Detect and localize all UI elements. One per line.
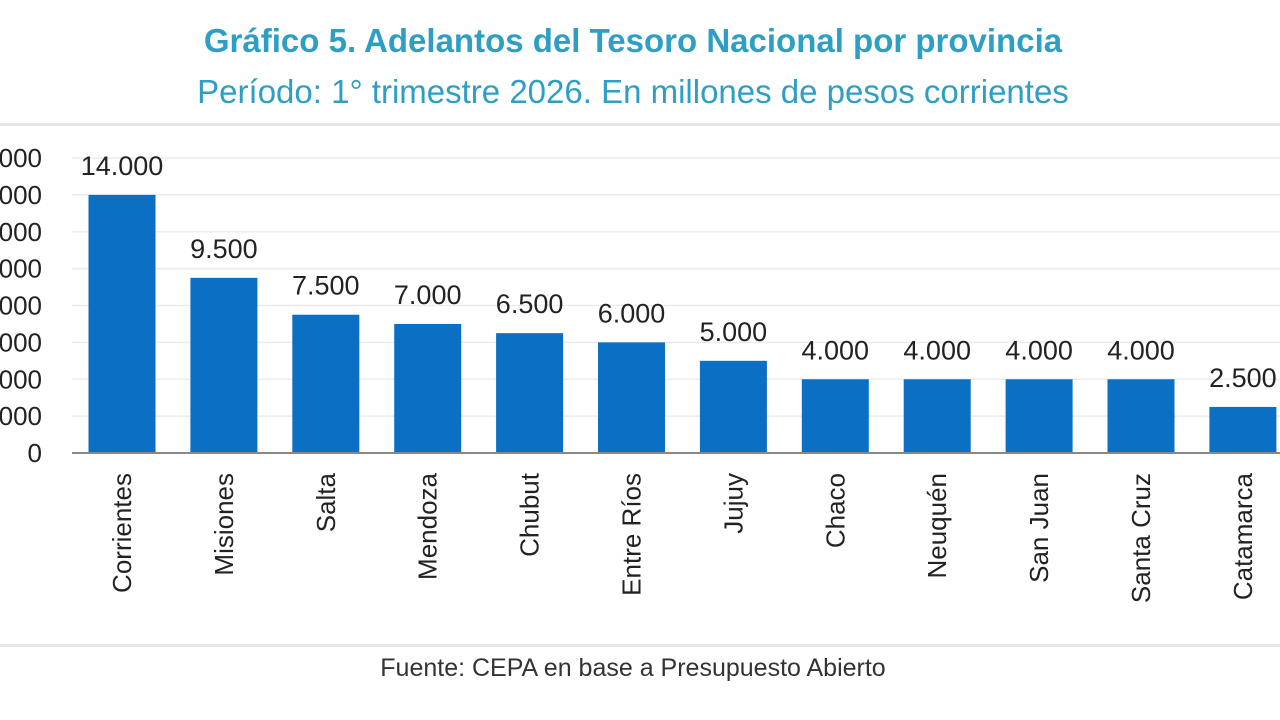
y-tick-label: 10.000 xyxy=(0,254,42,284)
data-label: 5.000 xyxy=(700,317,768,347)
bar xyxy=(190,277,258,453)
bar xyxy=(1005,379,1073,453)
y-tick-label: 14.000 xyxy=(0,180,42,210)
bar xyxy=(1107,379,1175,453)
bar xyxy=(699,360,767,453)
data-label: 7.500 xyxy=(292,271,360,301)
x-tick-label: Mendoza xyxy=(413,472,443,579)
bar xyxy=(598,342,665,453)
data-label: 6.000 xyxy=(598,298,666,328)
chart-source: Fuente: CEPA en base a Presupuesto Abier… xyxy=(380,654,886,682)
bar xyxy=(903,379,971,453)
y-tick-label: 6.000 xyxy=(0,327,42,357)
bottom-divider xyxy=(0,644,1280,647)
top-divider xyxy=(0,123,1280,126)
data-label: 14.000 xyxy=(81,151,164,181)
bar-chart: 0 2.000 4.000 6.000 8.000 10.000 12.000 14.000 1… xyxy=(0,143,1280,603)
y-tick-label: 8.000 xyxy=(0,291,42,321)
bar xyxy=(801,379,869,453)
y-tick-label: 12.000 xyxy=(0,217,42,247)
x-tick-label: Chaco xyxy=(820,473,850,548)
bar xyxy=(394,323,462,453)
data-label: 2.500 xyxy=(1209,363,1277,393)
bar xyxy=(292,314,360,453)
x-tick-label: San Juan xyxy=(1024,473,1054,583)
x-tick-label: Salta xyxy=(311,472,341,532)
y-tick-label: 2.000 xyxy=(0,401,42,431)
x-tick-label: Jujuy xyxy=(718,473,748,534)
x-tick-label: Corrientes xyxy=(107,473,137,593)
x-tick-label: Santa Cruz xyxy=(1126,473,1156,603)
x-tick-label: Entre Ríos xyxy=(617,473,647,596)
x-tick-label: Chubut xyxy=(515,472,545,557)
data-label: 4.000 xyxy=(903,335,971,365)
bar xyxy=(496,333,564,453)
bar xyxy=(1209,406,1277,453)
chart-title: Gráfico 5. Adelantos del Tesoro Nacional… xyxy=(203,22,1063,59)
data-label: 7.000 xyxy=(394,280,462,310)
y-tick-label: 4.000 xyxy=(0,364,42,394)
data-label: 4.000 xyxy=(1107,335,1175,365)
x-tick-label: Catamarca xyxy=(1228,472,1258,600)
chart-subtitle: Período: 1° trimestre 2026. En millones … xyxy=(197,73,1069,110)
y-tick-label: 16.000 xyxy=(0,143,42,173)
bar xyxy=(88,194,156,453)
data-label: 4.000 xyxy=(1005,335,1073,365)
data-label: 9.500 xyxy=(190,234,258,264)
x-tick-label: Neuquén xyxy=(922,473,952,579)
data-label: 6.500 xyxy=(496,289,564,319)
y-tick-label: 0 xyxy=(28,438,42,468)
data-label: 4.000 xyxy=(802,335,870,365)
x-tick-label: Misiones xyxy=(209,473,239,576)
